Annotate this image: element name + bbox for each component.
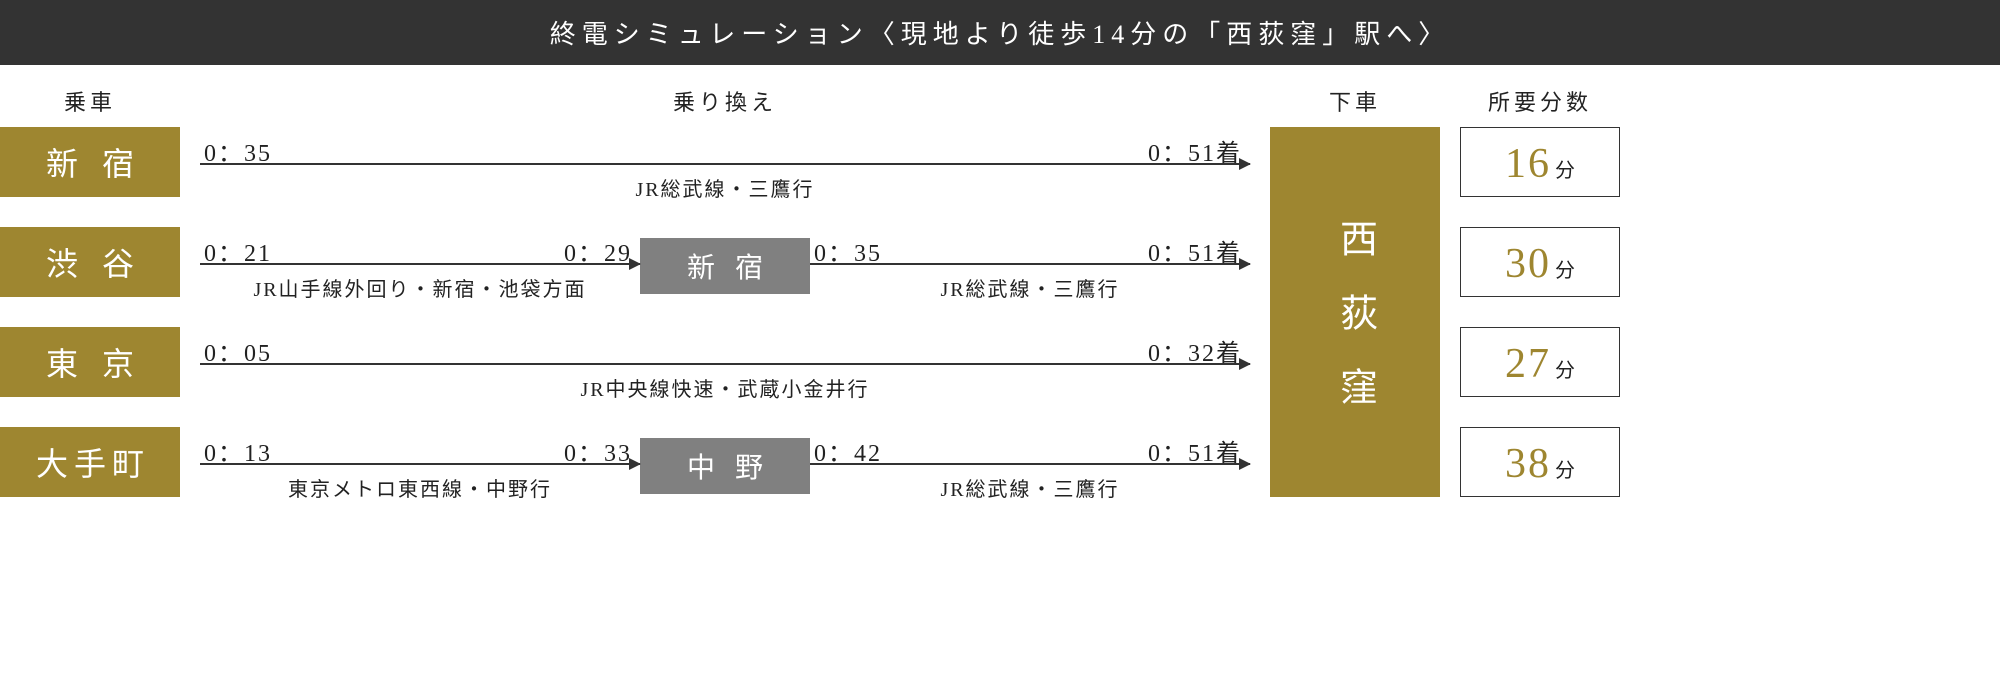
line-label: JR総武線・三鷹行 [810,473,1250,502]
main-grid: 新宿 渋谷 東京 大手町 0：35 0：51着 JR総 [0,127,2000,497]
col-header-transfer: 乗り換え [200,85,1250,117]
origin-label: 渋谷 [46,239,158,285]
origin-label: 新宿 [46,139,158,185]
duration-unit: 分 [1555,254,1575,283]
route-row: 0：35 0：51着 JR総武線・三鷹行 [200,127,1250,197]
route-segment: 0：21 0：29 JR山手線外回り・新宿・池袋方面 [200,227,640,297]
duration-unit: 分 [1555,454,1575,483]
header-title: 終電シミュレーション〈現地より徒歩14分の「西荻窪」駅へ〉 [550,20,1450,49]
origin-label: 東京 [46,339,158,385]
line-label: JR総武線・三鷹行 [810,273,1250,302]
transfer-label: 中野 [687,446,783,486]
route-arrow [810,463,1250,465]
destination-label: 西荻窪 [1328,183,1383,441]
duration-box: 16 分 [1460,127,1620,197]
duration-minutes: 27 [1505,340,1551,388]
route-row: 0：13 0：33 東京メトロ東西線・中野行 中野 0：42 0：51着 JR総… [200,427,1250,497]
route-segment: 0：13 0：33 東京メトロ東西線・中野行 [200,427,640,497]
duration-box: 30 分 [1460,227,1620,297]
duration-box: 27 分 [1460,327,1620,397]
col-header-board: 乗車 [0,85,180,117]
origin-box: 新宿 [0,127,180,197]
transfer-station: 新宿 [640,238,810,294]
origin-box: 東京 [0,327,180,397]
durations-column: 16 分 30 分 27 分 38 分 [1460,127,1620,497]
duration-box: 38 分 [1460,427,1620,497]
destination-box: 西荻窪 [1270,127,1440,497]
origin-label: 大手町 [36,439,150,485]
transfer-station: 中野 [640,438,810,494]
duration-minutes: 30 [1505,240,1551,288]
origins-column: 新宿 渋谷 東京 大手町 [0,127,180,497]
route-row: 0：21 0：29 JR山手線外回り・新宿・池袋方面 新宿 0：35 0：51着… [200,227,1250,297]
header-bar: 終電シミュレーション〈現地より徒歩14分の「西荻窪」駅へ〉 [0,0,2000,65]
route-row: 0：05 0：32着 JR中央線快速・武蔵小金井行 [200,327,1250,397]
route-segments: 0：13 0：33 東京メトロ東西線・中野行 中野 0：42 0：51着 JR総… [200,427,1250,497]
route-arrow [200,263,640,265]
duration-minutes: 16 [1505,140,1551,188]
line-label: 東京メトロ東西線・中野行 [200,473,640,502]
origin-box: 大手町 [0,427,180,497]
duration-unit: 分 [1555,154,1575,183]
route-segment: 0：35 0：51着 JR総武線・三鷹行 [200,127,1250,197]
col-header-alight: 下車 [1270,85,1440,117]
line-label: JR中央線快速・武蔵小金井行 [200,373,1250,402]
route-arrow [200,463,640,465]
duration-unit: 分 [1555,354,1575,383]
route-segment: 0：35 0：51着 JR総武線・三鷹行 [810,227,1250,297]
route-segment: 0：42 0：51着 JR総武線・三鷹行 [810,427,1250,497]
line-label: JR総武線・三鷹行 [200,173,1250,202]
col-header-duration: 所要分数 [1460,85,1620,117]
line-label: JR山手線外回り・新宿・池袋方面 [200,273,640,302]
origin-box: 渋谷 [0,227,180,297]
route-segment: 0：05 0：32着 JR中央線快速・武蔵小金井行 [200,327,1250,397]
route-arrow [200,363,1250,365]
route-segments: 0：35 0：51着 JR総武線・三鷹行 [200,127,1250,197]
content: 乗車 乗り換え 下車 所要分数 新宿 渋谷 東京 大手町 [0,65,2000,497]
column-headers: 乗車 乗り換え 下車 所要分数 [0,85,2000,117]
segments-column: 0：35 0：51着 JR総武線・三鷹行 0：21 0：29 JR山手線外回り・… [200,127,1250,497]
route-segments: 0：21 0：29 JR山手線外回り・新宿・池袋方面 新宿 0：35 0：51着… [200,227,1250,297]
duration-minutes: 38 [1505,440,1551,488]
route-segments: 0：05 0：32着 JR中央線快速・武蔵小金井行 [200,327,1250,397]
route-arrow [200,163,1250,165]
route-arrow [810,263,1250,265]
transfer-label: 新宿 [687,246,783,286]
